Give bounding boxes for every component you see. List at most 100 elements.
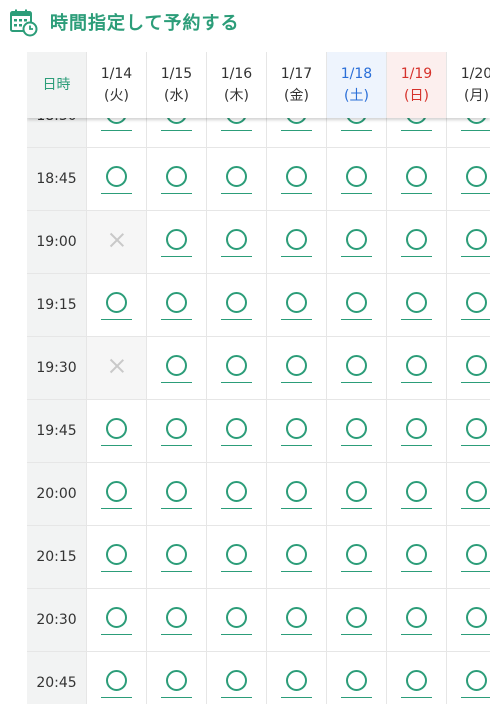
date-header-1-18: 1/18 (土)	[327, 52, 387, 118]
time-label: 20:00	[27, 463, 87, 526]
available-slot-button[interactable]	[447, 589, 490, 652]
available-slot-button[interactable]	[147, 400, 207, 463]
available-circle-icon	[401, 606, 432, 635]
available-slot-button[interactable]	[147, 463, 207, 526]
available-slot-button[interactable]	[267, 211, 327, 274]
available-slot-button[interactable]	[147, 337, 207, 400]
available-slot-button[interactable]	[327, 274, 387, 337]
available-slot-button[interactable]	[87, 526, 147, 589]
available-slot-button[interactable]	[387, 274, 447, 337]
available-slot-button[interactable]	[447, 148, 490, 211]
available-circle-icon	[341, 543, 372, 572]
available-circle-icon	[221, 354, 252, 383]
available-slot-button[interactable]	[267, 274, 327, 337]
available-slot-button[interactable]	[267, 337, 327, 400]
available-circle-icon	[161, 606, 192, 635]
available-slot-button[interactable]	[327, 337, 387, 400]
available-slot-button[interactable]	[207, 652, 267, 704]
available-circle-icon	[461, 291, 490, 320]
available-circle-icon	[221, 543, 252, 572]
available-slot-button[interactable]	[267, 463, 327, 526]
available-slot-button[interactable]	[147, 274, 207, 337]
available-slot-button[interactable]	[327, 526, 387, 589]
available-slot-button[interactable]	[447, 463, 490, 526]
available-slot-button[interactable]	[387, 652, 447, 704]
available-slot-button[interactable]	[447, 337, 490, 400]
available-slot-button[interactable]	[147, 148, 207, 211]
date-header-1-15: 1/15 (水)	[147, 52, 207, 118]
available-circle-icon	[461, 480, 490, 509]
time-slot-row: 20:00	[27, 463, 490, 526]
available-slot-button[interactable]	[207, 463, 267, 526]
available-slot-button[interactable]	[207, 148, 267, 211]
time-slot-row: 19:15	[27, 274, 490, 337]
available-circle-icon	[161, 480, 192, 509]
available-slot-button[interactable]	[387, 400, 447, 463]
available-slot-button[interactable]	[207, 589, 267, 652]
available-circle-icon	[461, 669, 490, 698]
date-header-1-19: 1/19 (日)	[387, 52, 447, 118]
weekday-label: (木)	[224, 88, 249, 104]
available-circle-icon	[281, 417, 312, 446]
available-slot-button[interactable]	[267, 526, 327, 589]
available-slot-button[interactable]	[267, 400, 327, 463]
available-slot-button[interactable]	[387, 148, 447, 211]
available-slot-button[interactable]	[87, 400, 147, 463]
available-slot-button[interactable]	[147, 589, 207, 652]
available-slot-button[interactable]	[147, 526, 207, 589]
available-circle-icon	[281, 354, 312, 383]
available-slot-button[interactable]	[327, 652, 387, 704]
available-slot-button[interactable]	[327, 400, 387, 463]
available-circle-icon	[281, 669, 312, 698]
available-circle-icon	[461, 543, 490, 572]
available-slot-button[interactable]	[147, 652, 207, 704]
available-circle-icon	[341, 228, 372, 257]
available-slot-button[interactable]	[87, 589, 147, 652]
available-slot-button[interactable]	[387, 526, 447, 589]
time-slot-row: 20:45	[27, 652, 490, 704]
available-slot-button[interactable]	[207, 526, 267, 589]
available-slot-button[interactable]	[147, 211, 207, 274]
available-circle-icon	[341, 606, 372, 635]
available-slot-button[interactable]	[447, 526, 490, 589]
available-slot-button[interactable]	[267, 148, 327, 211]
available-slot-button[interactable]	[387, 463, 447, 526]
available-circle-icon	[281, 480, 312, 509]
available-slot-button[interactable]	[267, 589, 327, 652]
available-slot-button[interactable]	[447, 400, 490, 463]
weekday-label: (火)	[104, 88, 129, 104]
available-slot-button[interactable]	[207, 337, 267, 400]
available-slot-button[interactable]	[447, 211, 490, 274]
available-slot-button[interactable]	[447, 274, 490, 337]
available-circle-icon	[101, 417, 132, 446]
available-circle-icon	[461, 228, 490, 257]
available-circle-icon	[401, 669, 432, 698]
available-slot-button[interactable]	[387, 211, 447, 274]
available-slot-button[interactable]	[387, 337, 447, 400]
date-header-1-20: 1/20 (月)	[447, 52, 490, 118]
available-slot-button[interactable]	[87, 463, 147, 526]
available-circle-icon	[161, 354, 192, 383]
available-slot-button[interactable]	[87, 148, 147, 211]
time-slot-row: 20:30	[27, 589, 490, 652]
available-circle-icon	[281, 165, 312, 194]
available-slot-button[interactable]	[87, 652, 147, 704]
available-slot-button[interactable]	[207, 400, 267, 463]
calendar-clock-icon	[10, 9, 38, 37]
available-slot-button[interactable]	[207, 274, 267, 337]
date-label: 1/20	[460, 66, 490, 82]
time-slot-row: 20:15	[27, 526, 490, 589]
available-slot-button[interactable]	[87, 274, 147, 337]
available-slot-button[interactable]	[387, 589, 447, 652]
available-slot-button[interactable]	[207, 211, 267, 274]
available-slot-button[interactable]	[327, 148, 387, 211]
available-slot-button[interactable]	[327, 211, 387, 274]
available-circle-icon	[161, 543, 192, 572]
available-slot-button[interactable]	[447, 652, 490, 704]
date-label: 1/14	[100, 66, 133, 82]
available-circle-icon	[341, 354, 372, 383]
available-slot-button[interactable]	[327, 589, 387, 652]
available-slot-button[interactable]	[267, 652, 327, 704]
available-circle-icon	[461, 606, 490, 635]
available-slot-button[interactable]	[327, 463, 387, 526]
